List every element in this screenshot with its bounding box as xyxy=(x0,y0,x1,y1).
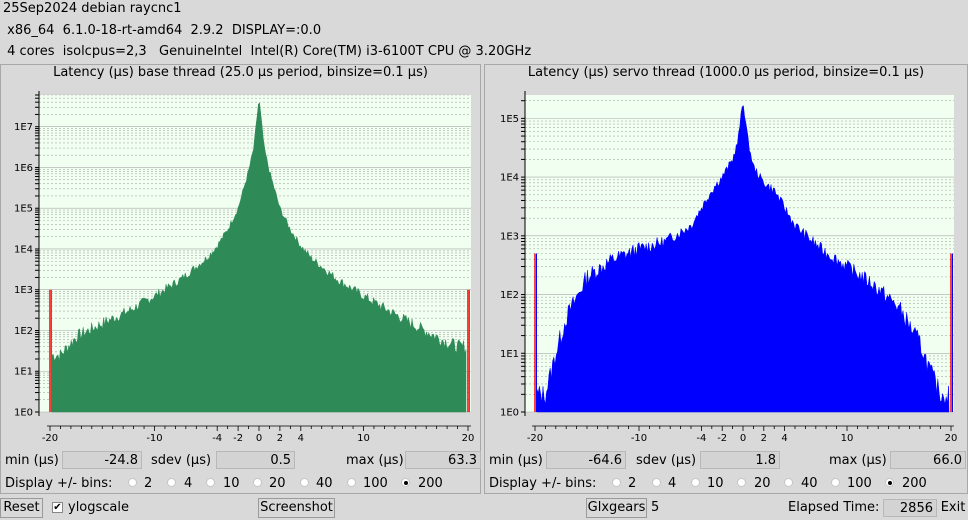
servo-sdev-value: 1.8 xyxy=(700,451,780,469)
x-tick-label: 10 xyxy=(841,433,854,444)
base-bins-opt-100: 100 xyxy=(363,476,388,491)
exit-button[interactable]: Exit xyxy=(938,498,968,518)
servo-min-value: -64.6 xyxy=(546,451,626,469)
header-cpu-info: 4 cores isolcpus=2,3 GenuineIntel Intel(… xyxy=(3,44,532,59)
x-tick-label: 0 xyxy=(256,433,262,444)
x-tick-label: 20 xyxy=(462,433,475,444)
base-bins-radio-100[interactable] xyxy=(347,478,356,487)
base-bins-opt-40: 40 xyxy=(316,476,333,491)
x-tick-label: 4 xyxy=(298,433,304,444)
base-stats-row: min (µs) -24.8 sdev (µs) 0.5 max (µs) 63… xyxy=(5,451,481,471)
base-bins-radio-40[interactable] xyxy=(300,478,309,487)
base-thread-panel: Latency (µs) base thread (25.0 µs period… xyxy=(0,64,481,494)
base-bins-radio-2[interactable] xyxy=(128,478,137,487)
y-tick-label: 1E1 xyxy=(14,367,33,378)
x-tick-label: -10 xyxy=(146,433,162,444)
servo-bins-radio-2[interactable] xyxy=(612,478,621,487)
glxgears-count: 5 xyxy=(651,500,660,515)
ylogscale-checkbox[interactable]: ✔ xyxy=(52,502,63,513)
y-tick-label: 1E3 xyxy=(500,231,519,242)
base-bins-opt-2: 2 xyxy=(144,476,153,491)
servo-bins-opt-4: 4 xyxy=(668,476,677,491)
x-tick-label: 2 xyxy=(277,433,283,444)
y-tick-label: 1E3 xyxy=(14,285,33,296)
x-tick-label: -2 xyxy=(233,433,243,444)
y-tick-label: 1E2 xyxy=(500,290,519,301)
y-tick-label: 1E2 xyxy=(14,326,33,337)
servo-sdev-label: sdev (µs) xyxy=(636,453,697,468)
x-tick-label: -4 xyxy=(696,433,706,444)
y-tick-label: 1E0 xyxy=(14,408,33,419)
servo-bins-radio-100[interactable] xyxy=(831,478,840,487)
servo-bins-opt-2: 2 xyxy=(628,476,637,491)
base-bins-radio-10[interactable] xyxy=(206,478,215,487)
y-tick-label: 1E0 xyxy=(500,408,519,419)
x-tick-label: 10 xyxy=(357,433,370,444)
glxgears-button[interactable]: Glxgears xyxy=(586,498,647,518)
y-tick-label: 1E6 xyxy=(14,163,33,174)
servo-max-value: 66.0 xyxy=(890,451,966,469)
servo-bins-radio-4[interactable] xyxy=(652,478,661,487)
screenshot-button[interactable]: Screenshot xyxy=(258,498,335,518)
base-bins-radio-4[interactable] xyxy=(167,478,176,487)
y-tick-label: 1E1 xyxy=(500,349,519,360)
servo-bins-opt-200: 200 xyxy=(902,476,927,491)
base-bins-opt-4: 4 xyxy=(184,476,193,491)
x-tick-label: -4 xyxy=(212,433,222,444)
elapsed-time-value: 2856 xyxy=(883,499,937,517)
ylogscale-label: ylogscale xyxy=(68,500,130,515)
servo-bins-opt-20: 20 xyxy=(754,476,771,491)
y-tick-label: 1E5 xyxy=(500,114,519,125)
base-sdev-label: sdev (µs) xyxy=(151,453,212,468)
servo-bins-opt-100: 100 xyxy=(847,476,872,491)
servo-bins-opt-40: 40 xyxy=(801,476,818,491)
x-tick-label: -20 xyxy=(527,433,543,444)
x-tick-label: -20 xyxy=(42,433,58,444)
elapsed-time-label: Elapsed Time: xyxy=(788,500,880,515)
histogram-bars xyxy=(51,102,467,413)
base-panel-title: Latency (µs) base thread (25.0 µs period… xyxy=(53,65,428,80)
x-tick-label: 0 xyxy=(740,433,746,444)
y-tick-label: 1E5 xyxy=(14,204,33,215)
header-date-host: 25Sep2024 debian raycnc1 xyxy=(3,1,182,16)
base-bins-label: Display +/- bins: xyxy=(5,476,113,491)
y-tick-label: 1E4 xyxy=(500,173,519,184)
reset-button[interactable]: Reset xyxy=(0,498,43,518)
x-tick-label: 4 xyxy=(781,433,787,444)
servo-panel-title: Latency (µs) servo thread (1000.0 µs per… xyxy=(527,65,925,80)
base-max-value: 63.3 xyxy=(405,451,481,469)
servo-max-label: max (µs) xyxy=(829,453,887,468)
base-max-label: max (µs) xyxy=(346,453,404,468)
histogram-bars xyxy=(536,105,950,413)
base-sdev-value: 0.5 xyxy=(216,451,295,469)
servo-bins-radio-200[interactable] xyxy=(885,478,894,487)
servo-stats-row: min (µs) -64.6 sdev (µs) 1.8 max (µs) 66… xyxy=(489,451,966,471)
y-tick-label: 1E7 xyxy=(14,122,33,133)
servo-bins-radio-40[interactable] xyxy=(784,478,793,487)
base-bins-opt-200: 200 xyxy=(418,476,443,491)
y-tick-label: 1E4 xyxy=(14,244,33,255)
servo-bins-radio-20[interactable] xyxy=(737,478,746,487)
x-tick-label: 2 xyxy=(761,433,767,444)
base-bins-radio-200[interactable] xyxy=(401,478,410,487)
base-min-label: min (µs) xyxy=(5,453,59,468)
base-min-value: -24.8 xyxy=(62,451,142,469)
servo-min-label: min (µs) xyxy=(489,453,543,468)
servo-bins-label: Display +/- bins: xyxy=(489,476,597,491)
base-bins-opt-10: 10 xyxy=(223,476,240,491)
header-kernel-info: x86_64 6.1.0-18-rt-amd64 2.9.2 DISPLAY=:… xyxy=(3,23,322,38)
servo-bins-radio-10[interactable] xyxy=(691,478,700,487)
base-bins-opt-20: 20 xyxy=(269,476,286,491)
base-bins-radio-20[interactable] xyxy=(253,478,262,487)
x-tick-label: -10 xyxy=(631,433,647,444)
servo-thread-panel: Latency (µs) servo thread (1000.0 µs per… xyxy=(484,64,968,494)
servo-bins-row: Display +/- bins: 2 4 10 20 40 100 200 xyxy=(489,474,965,494)
servo-bins-opt-10: 10 xyxy=(707,476,724,491)
x-tick-label: 20 xyxy=(945,433,958,444)
x-tick-label: -2 xyxy=(717,433,727,444)
base-bins-row: Display +/- bins: 2 4 10 20 40 100 200 xyxy=(5,474,477,494)
